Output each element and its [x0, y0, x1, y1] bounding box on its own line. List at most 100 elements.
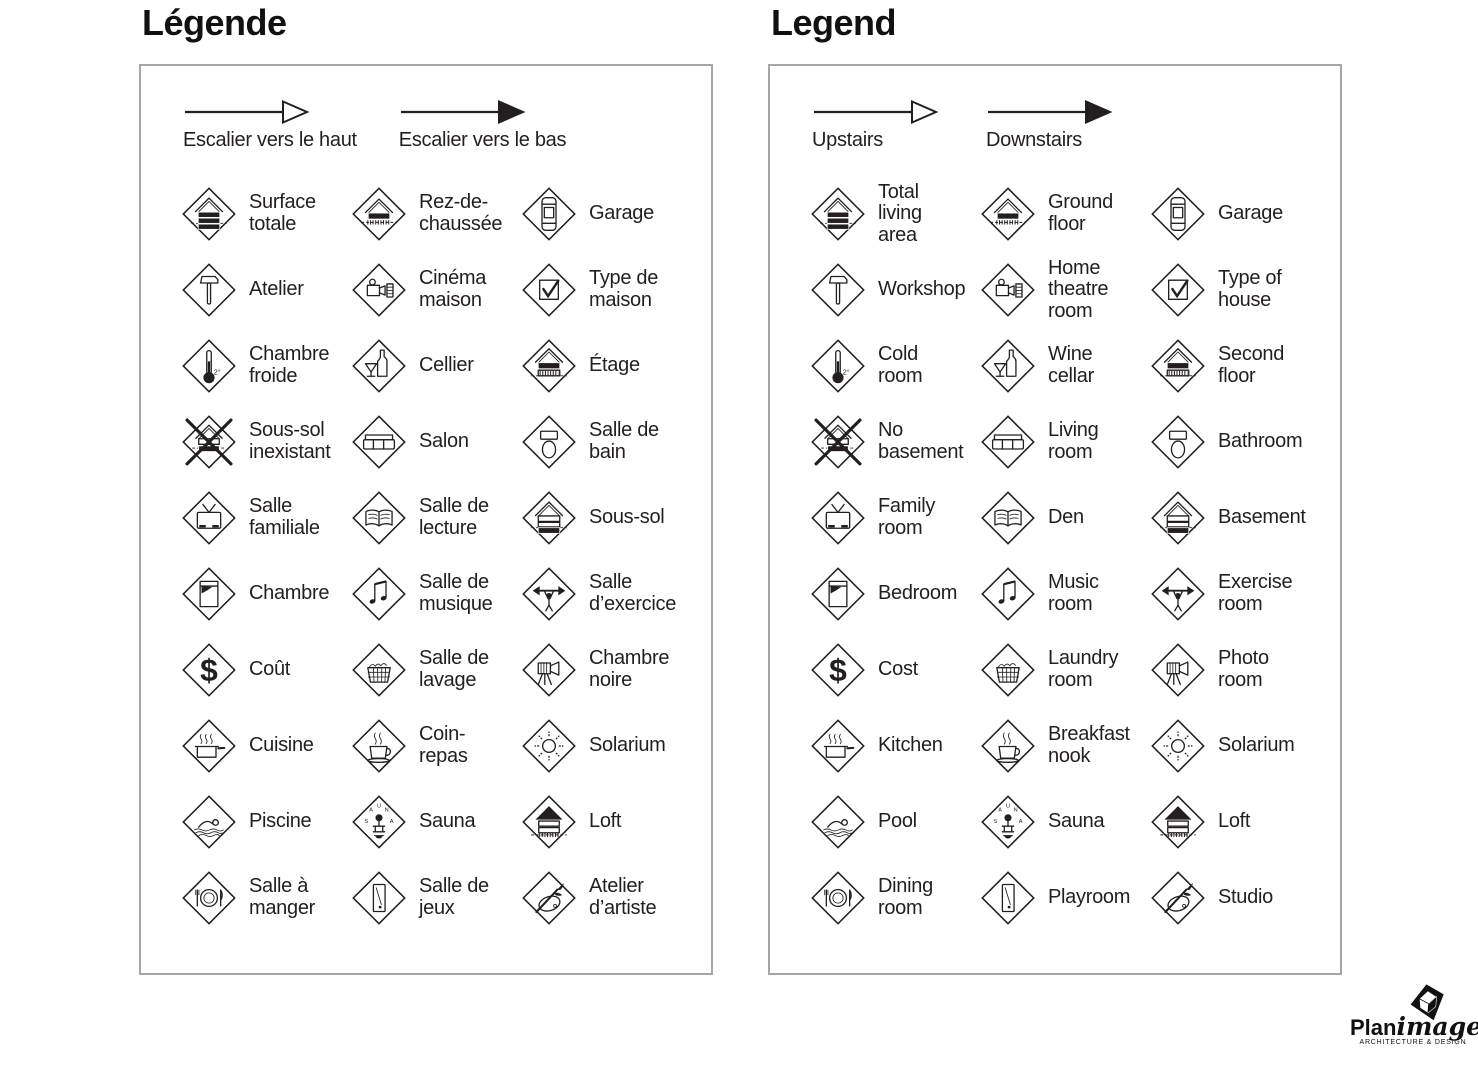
hammer-icon [810, 262, 866, 318]
legend-item: Sauna [351, 794, 521, 850]
legend-item: Loft [521, 794, 693, 850]
stair-arrow-legend-item: Downstairs [986, 98, 1118, 172]
legend-item: Wine cellar [980, 338, 1150, 394]
legend-item-label: Cellier [419, 354, 474, 377]
legend-grid: Surface totale Rez-de- chaussée Garage Atel… [141, 176, 711, 936]
legend-item: Type de maison [521, 262, 693, 318]
legend-item: Salon [351, 414, 521, 470]
legend-title-english: Legend [771, 2, 897, 43]
house-basement-icon [1150, 490, 1206, 546]
sun-icon [521, 718, 577, 774]
stairs-down-arrow-icon [399, 98, 531, 126]
legend-item-label: Salle de lecture [419, 495, 489, 539]
legend-item-label: Laundry room [1048, 647, 1119, 691]
legend-item-label: No basement [878, 419, 964, 463]
legend-item-label: Breakfast nook [1048, 723, 1130, 767]
legend-item: Basement [1150, 490, 1322, 546]
legend-item: Laundry room [980, 642, 1150, 698]
open-book-icon [351, 490, 407, 546]
legend-item-label: Piscine [249, 810, 312, 833]
legend-item-label: Sous-sol inexistant [249, 419, 331, 463]
camera-tripod-icon [521, 642, 577, 698]
legend-item-label: Type de maison [589, 267, 659, 311]
legend-item-label: Chambre noire [589, 647, 670, 691]
legend-panel-french: Escalier vers le haut Escalier vers le ba… [139, 64, 713, 975]
house-basement-icon [521, 490, 577, 546]
plate-cutlery-icon [181, 870, 237, 926]
legend-item-label: Salle de lavage [419, 647, 489, 691]
legend-item: Photo room [1150, 642, 1322, 698]
legend-item-label: Den [1048, 506, 1084, 529]
stair-arrow-label: Escalier vers le bas [398, 129, 567, 151]
car-icon [1150, 186, 1206, 242]
tv-icon [810, 490, 866, 546]
music-notes-icon [351, 566, 407, 622]
legend-item: Pool [810, 794, 980, 850]
legend-item-label: Family room [878, 495, 936, 539]
legend-item-label: Basement [1218, 506, 1306, 529]
legend-item-label: Coin- repas [419, 723, 468, 767]
legend-item: Garage [521, 186, 693, 242]
legend-item-label: Cost [878, 658, 918, 681]
legend-item-label: Exercise room [1218, 571, 1293, 615]
sun-icon [1150, 718, 1206, 774]
stair-arrows-row: Escalier vers le haut Escalier vers le ba… [141, 66, 711, 172]
sauna-icon [980, 794, 1036, 850]
legend-item: Type of house [1150, 262, 1322, 318]
legend-item-label: Salle de musique [419, 571, 493, 615]
legend-item-label: Workshop [878, 278, 966, 301]
stair-arrow-legend-item: Escalier vers le haut [183, 98, 357, 172]
legend-item-label: Salle à manger [249, 875, 316, 919]
legend-item: Étage [521, 338, 693, 394]
legend-item-label: Cinéma maison [419, 267, 487, 311]
legend-item-label: Type of house [1218, 267, 1282, 311]
legend-item-label: Salle de bain [589, 419, 659, 463]
legend-item-label: Total living area [878, 180, 922, 246]
pool-table-icon [980, 870, 1036, 926]
legend-item: Music room [980, 566, 1150, 622]
stair-arrow-legend-item: Upstairs [812, 98, 944, 172]
bed-icon [810, 566, 866, 622]
sofa-icon [980, 414, 1036, 470]
legend-item-label: Atelier [249, 278, 304, 301]
legend-item: Coût [181, 642, 351, 698]
legend-item: Ground floor [980, 186, 1150, 242]
legend-item: Sous-sol [521, 490, 693, 546]
house-no-basement-icon [181, 414, 237, 470]
legend-item-label: Salon [419, 430, 469, 453]
hammer-icon [181, 262, 237, 318]
legend-item-label: Sous-sol [589, 506, 665, 529]
logo-tagline: ARCHITECTURE & DESIGN [1359, 1038, 1467, 1046]
logo-plan-text: Plan [1350, 1015, 1397, 1040]
plate-cutlery-icon [810, 870, 866, 926]
legend-item-label: Playroom [1048, 886, 1131, 909]
legend-item-label: Salle de jeux [419, 875, 489, 919]
legend-item: Rez-de- chaussée [351, 186, 521, 242]
legend-item: Atelier [181, 262, 351, 318]
stair-arrow-label: Upstairs [812, 129, 883, 151]
legend-item: Family room [810, 490, 980, 546]
coffee-cup-icon [351, 718, 407, 774]
legend-item: Loft [1150, 794, 1322, 850]
legend-item: Cold room [810, 338, 980, 394]
planimage-house-icon [1410, 984, 1444, 1021]
legend-item-label: Atelier d’artiste [589, 875, 657, 919]
legend-item-label: Salle familiale [249, 495, 320, 539]
legend-item: Bathroom [1150, 414, 1322, 470]
legend-item: Den [980, 490, 1150, 546]
wine-icon [351, 338, 407, 394]
open-book-icon [980, 490, 1036, 546]
legend-item-label: Music room [1048, 571, 1099, 615]
house-loft-icon [521, 794, 577, 850]
laundry-basket-icon [351, 642, 407, 698]
legend-item-label: Rez-de- chaussée [419, 191, 503, 235]
house-ground-floor-icon [980, 186, 1036, 242]
legend-item-label: Studio [1218, 886, 1273, 909]
toilet-icon [521, 414, 577, 470]
legend-item-label: Garage [589, 202, 654, 225]
legend-item: Chambre [181, 566, 351, 622]
legend-item-label: Chambre [249, 582, 330, 605]
car-icon [521, 186, 577, 242]
legend-item: Exercise room [1150, 566, 1322, 622]
barbell-icon [521, 566, 577, 622]
